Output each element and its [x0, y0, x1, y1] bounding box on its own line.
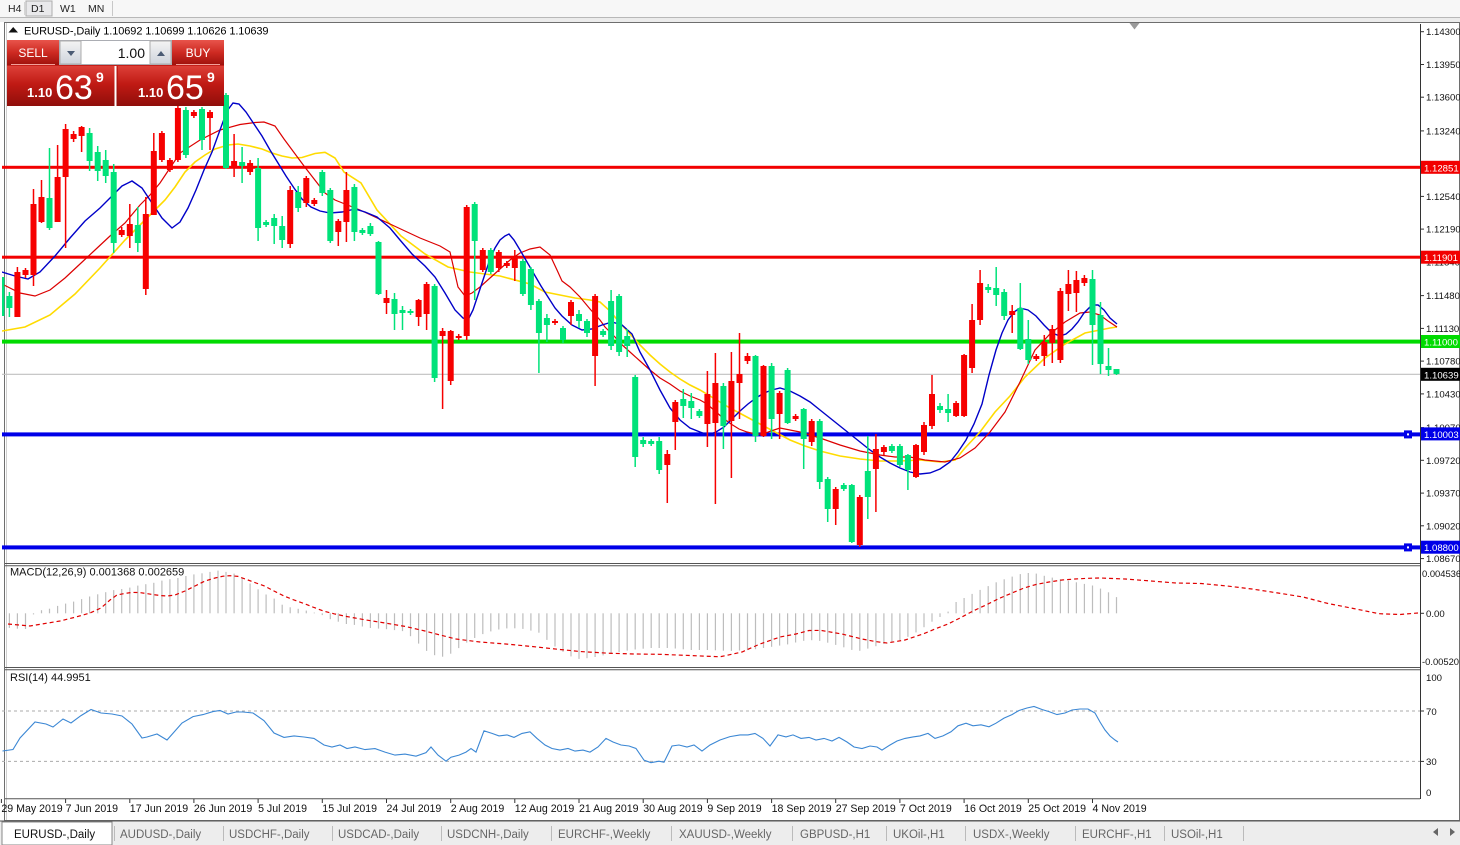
svg-text:USOil-,H1: USOil-,H1 — [1171, 829, 1223, 841]
svg-text:0.004536: 0.004536 — [1422, 568, 1460, 579]
svg-text:XAUUSD-,Weekly: XAUUSD-,Weekly — [679, 829, 772, 841]
svg-text:SELL: SELL — [18, 46, 48, 60]
svg-text:27 Sep 2019: 27 Sep 2019 — [836, 803, 896, 815]
svg-text:25 Oct 2019: 25 Oct 2019 — [1028, 803, 1086, 815]
svg-text:USDCAD-,Daily: USDCAD-,Daily — [338, 829, 419, 841]
svg-text:EURCHF-,H1: EURCHF-,H1 — [1082, 829, 1152, 841]
svg-text:1.11130: 1.11130 — [1426, 324, 1459, 335]
svg-text:1.11000: 1.11000 — [1424, 338, 1458, 349]
svg-text:1.10780: 1.10780 — [1426, 357, 1460, 368]
svg-text:12 Aug 2019: 12 Aug 2019 — [515, 803, 575, 815]
svg-text:1.14300: 1.14300 — [1426, 27, 1460, 38]
svg-text:2 Aug 2019: 2 Aug 2019 — [451, 803, 505, 815]
svg-text:USDCHF-,Daily: USDCHF-,Daily — [229, 829, 310, 841]
svg-text:1.09020: 1.09020 — [1426, 521, 1460, 532]
svg-text:1.12540: 1.12540 — [1426, 192, 1460, 203]
svg-text:1.10: 1.10 — [138, 85, 163, 100]
svg-text:-0.00520: -0.00520 — [1422, 656, 1459, 667]
svg-text:1.10430: 1.10430 — [1426, 389, 1460, 400]
svg-text:1.09370: 1.09370 — [1426, 489, 1460, 500]
svg-text:1.13600: 1.13600 — [1426, 93, 1460, 104]
svg-text:EURCHF-,Weekly: EURCHF-,Weekly — [558, 829, 651, 841]
svg-text:26 Jun 2019: 26 Jun 2019 — [194, 803, 252, 815]
svg-text:15 Jul 2019: 15 Jul 2019 — [322, 803, 377, 815]
svg-text:29 May 2019: 29 May 2019 — [1, 803, 62, 815]
svg-text:1.10: 1.10 — [27, 85, 52, 100]
svg-text:1.10003: 1.10003 — [1424, 430, 1459, 441]
svg-text:1.11480: 1.11480 — [1426, 291, 1460, 302]
svg-text:16 Oct 2019: 16 Oct 2019 — [964, 803, 1022, 815]
svg-text:70: 70 — [1426, 707, 1437, 718]
svg-text:W1: W1 — [60, 3, 76, 15]
svg-text:BUY: BUY — [186, 46, 211, 60]
svg-text:RSI(14) 44.9951: RSI(14) 44.9951 — [10, 672, 91, 684]
svg-text:GBPUSD-,H1: GBPUSD-,H1 — [800, 829, 870, 841]
svg-text:30 Aug 2019: 30 Aug 2019 — [643, 803, 703, 815]
svg-text:1.13240: 1.13240 — [1426, 126, 1460, 137]
svg-text:4 Nov 2019: 4 Nov 2019 — [1093, 803, 1147, 815]
svg-text:9 Sep 2019: 9 Sep 2019 — [707, 803, 761, 815]
svg-text:USDX-,Weekly: USDX-,Weekly — [973, 829, 1050, 841]
svg-text:D1: D1 — [31, 3, 45, 15]
svg-text:5 Jul 2019: 5 Jul 2019 — [258, 803, 307, 815]
svg-text:17 Jun 2019: 17 Jun 2019 — [130, 803, 188, 815]
svg-text:AUDUSD-,Daily: AUDUSD-,Daily — [120, 829, 201, 841]
svg-text:0.00: 0.00 — [1426, 609, 1445, 620]
svg-text:EURUSD-,Daily: EURUSD-,Daily — [14, 829, 95, 841]
svg-text:1.12851: 1.12851 — [1424, 163, 1459, 174]
svg-text:24 Jul 2019: 24 Jul 2019 — [387, 803, 442, 815]
svg-text:30: 30 — [1426, 757, 1437, 768]
svg-text:MN: MN — [88, 3, 104, 15]
svg-text:9: 9 — [207, 69, 215, 85]
svg-text:1.13950: 1.13950 — [1426, 60, 1460, 71]
svg-text:1.09720: 1.09720 — [1426, 456, 1460, 467]
svg-text:H4: H4 — [8, 3, 22, 15]
svg-text:0: 0 — [1426, 788, 1431, 799]
svg-text:1.00: 1.00 — [118, 45, 145, 61]
svg-text:21 Aug 2019: 21 Aug 2019 — [579, 803, 639, 815]
svg-text:100: 100 — [1426, 673, 1442, 684]
svg-text:63: 63 — [55, 69, 93, 107]
svg-text:UKOil-,H1: UKOil-,H1 — [893, 829, 945, 841]
svg-text:9: 9 — [96, 69, 104, 85]
svg-text:1.08670: 1.08670 — [1426, 554, 1460, 565]
svg-text:1.08800: 1.08800 — [1424, 543, 1459, 554]
svg-text:MACD(12,26,9) 0.001368 0.00265: MACD(12,26,9) 0.001368 0.002659 — [10, 567, 184, 579]
svg-text:1.11901: 1.11901 — [1424, 253, 1458, 264]
svg-text:1.12190: 1.12190 — [1426, 225, 1460, 236]
svg-text:7 Jun 2019: 7 Jun 2019 — [66, 803, 119, 815]
svg-text:USDCNH-,Daily: USDCNH-,Daily — [447, 829, 529, 841]
svg-text:EURUSD-,Daily 1.10692 1.10699: EURUSD-,Daily 1.10692 1.10699 1.10626 1.… — [24, 26, 268, 38]
svg-text:65: 65 — [166, 69, 204, 107]
svg-text:7 Oct 2019: 7 Oct 2019 — [900, 803, 952, 815]
svg-text:18 Sep 2019: 18 Sep 2019 — [772, 803, 832, 815]
svg-text:1.10639: 1.10639 — [1424, 370, 1459, 381]
